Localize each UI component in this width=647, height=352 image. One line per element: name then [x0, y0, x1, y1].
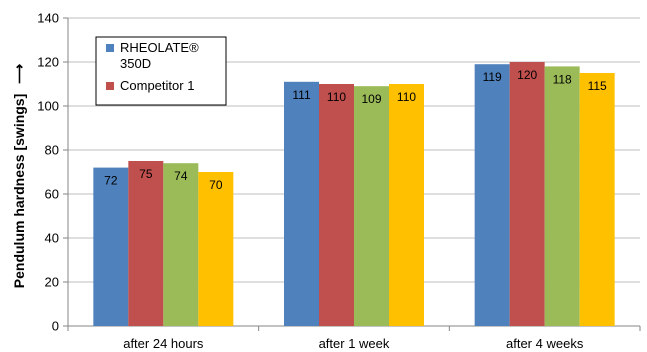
legend-swatch	[106, 82, 114, 90]
y-tick-label: 120	[37, 55, 59, 70]
bar-value-label: 75	[139, 167, 153, 181]
bar-value-label: 70	[209, 178, 223, 192]
y-tick-labels: 0 20 40 60 80 100 120 140	[37, 11, 59, 334]
bar-value-label: 119	[483, 70, 502, 84]
y-axis-label: Pendulum hardness [swings] ⟶	[11, 64, 27, 288]
y-tick-label: 0	[52, 319, 59, 334]
bar	[198, 172, 234, 326]
x-category-labels: after 24 hours after 1 week after 4 weeks	[123, 336, 584, 351]
legend-box	[95, 36, 227, 106]
bar	[128, 161, 164, 326]
bar	[509, 62, 545, 326]
bar	[319, 84, 354, 326]
y-axis-title: Pendulum hardness [swings] ⟶	[11, 64, 27, 288]
y-axis-arrow: ⟶	[11, 64, 27, 84]
y-tick-label: 80	[45, 143, 59, 158]
legend-label: 350D	[120, 56, 151, 71]
legend: RHEOLATE®350D Competitor 1	[95, 36, 227, 106]
y-tick-label: 100	[37, 99, 59, 114]
y-tick-label: 20	[45, 275, 59, 290]
bar-value-label: 115	[588, 79, 607, 93]
bar-value-label: 110	[397, 90, 416, 104]
bar	[163, 163, 199, 326]
y-tick-label: 40	[45, 231, 59, 246]
bar	[284, 81, 319, 326]
y-tick-label: 140	[37, 11, 59, 26]
legend-swatch	[106, 44, 114, 52]
bar-value-label: 72	[104, 174, 118, 188]
bar	[389, 84, 424, 326]
bar-value-label: 74	[174, 169, 188, 183]
bar	[544, 66, 580, 327]
bars	[93, 62, 615, 327]
bar-value-label: 118	[553, 72, 572, 86]
legend-label: Competitor 1	[120, 78, 194, 93]
bar	[474, 64, 510, 326]
legend-label: RHEOLATE®	[120, 40, 199, 55]
bar	[579, 73, 615, 326]
x-category-label: after 1 week	[319, 336, 390, 351]
bar	[354, 86, 389, 326]
y-tick-label: 60	[45, 187, 59, 202]
bar-value-label: 109	[361, 92, 381, 106]
data-labels: 72 75 74 70 111 110 109 110 119 120 118 115	[104, 68, 607, 192]
bar-value-label: 111	[292, 88, 311, 102]
bar-value-label: 110	[327, 90, 346, 104]
x-category-label: after 4 weeks	[506, 336, 584, 351]
x-category-label: after 24 hours	[123, 336, 204, 351]
bar	[93, 167, 129, 326]
bar-value-label: 120	[517, 68, 537, 82]
